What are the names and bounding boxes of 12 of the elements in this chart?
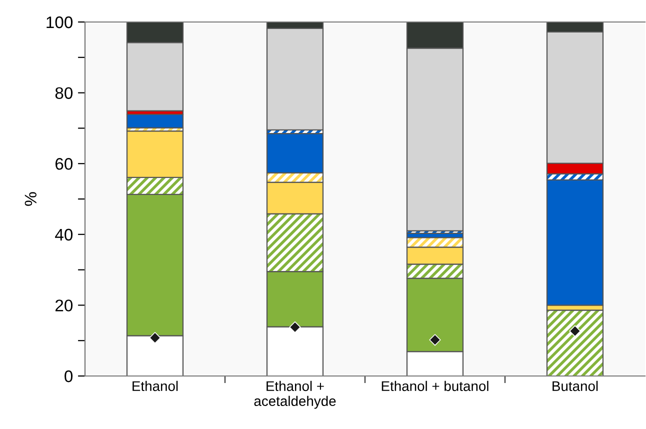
y-tick-label: 20 xyxy=(55,300,73,312)
x-tick-label: Butanol xyxy=(552,380,598,392)
x-tick-label: Ethanol + butanol xyxy=(382,380,488,392)
y-tick-label: 100 xyxy=(46,16,73,28)
y-axis-title: % xyxy=(24,192,36,206)
y-tick-label: 80 xyxy=(55,87,73,100)
y-tick-label: 0 xyxy=(64,370,73,382)
y-tick-label: 60 xyxy=(56,158,73,170)
y-tick-label: 40 xyxy=(55,228,73,241)
x-tick-label: Ethanol xyxy=(132,380,178,392)
x-tick-label: Ethanol + acetaldehyde xyxy=(254,380,336,409)
bar xyxy=(126,114,184,128)
